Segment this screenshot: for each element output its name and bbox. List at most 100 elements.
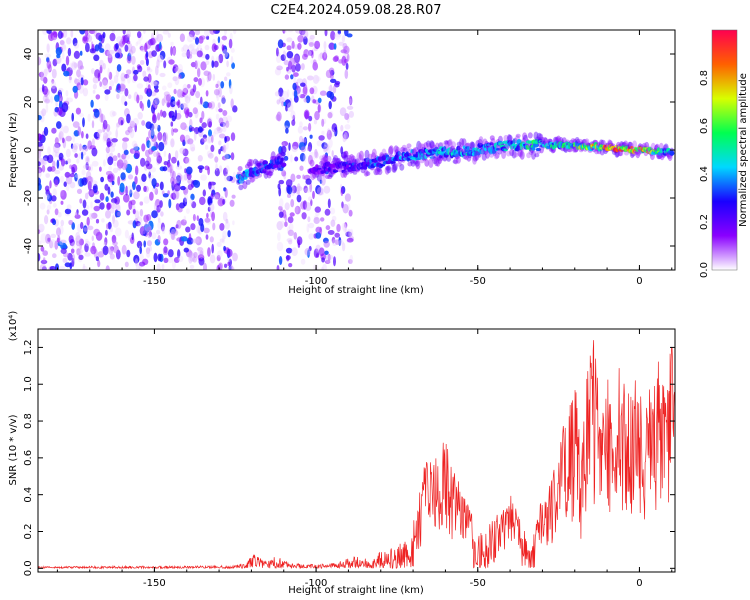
noise-speckle (285, 104, 289, 112)
noise-speckle (280, 54, 286, 61)
noise-speckle (218, 53, 224, 64)
noise-speckle (286, 238, 293, 243)
signal-halo (650, 142, 656, 151)
noise-speckle (283, 155, 289, 161)
noise-speckle (344, 226, 348, 236)
noise-speckle (85, 133, 89, 139)
noise-speckle (204, 217, 211, 223)
noise-speckle (345, 62, 349, 70)
noise-speckle (38, 240, 42, 246)
noise-speckle (323, 41, 327, 50)
noise-speckle (207, 206, 211, 212)
noise-speckle (176, 89, 183, 98)
signal-core (365, 157, 370, 163)
noise-speckle (116, 93, 120, 100)
signal-halo (392, 162, 398, 171)
noise-speckle (54, 94, 60, 103)
snr-series-group (38, 340, 675, 570)
noise-speckle (194, 60, 201, 70)
noise-speckle (83, 227, 88, 232)
noise-speckle (134, 210, 140, 220)
noise-speckle (222, 230, 227, 240)
noise-speckle (52, 149, 58, 158)
noise-speckle (84, 238, 89, 244)
noise-speckle (43, 126, 49, 136)
noise-speckle (213, 60, 219, 68)
noise-speckle (47, 146, 51, 155)
signal-core (256, 162, 262, 167)
noise-speckle (75, 107, 81, 115)
noise-speckle (117, 165, 122, 171)
noise-speckle (293, 55, 300, 65)
noise-speckle (186, 166, 193, 175)
noise-speckle (327, 253, 331, 261)
noise-speckle (57, 211, 62, 218)
noise-speckle (308, 233, 315, 240)
noise-speckle (156, 150, 160, 160)
noise-speckle (286, 151, 290, 158)
noise-speckle (64, 171, 71, 178)
noise-speckle (171, 127, 174, 136)
noise-speckle (151, 104, 156, 114)
noise-speckle (309, 182, 313, 193)
signal-halo (455, 156, 461, 164)
noise-speckle (324, 208, 331, 216)
noise-speckle (210, 144, 215, 152)
noise-speckle (120, 72, 126, 82)
noise-speckle (145, 163, 153, 170)
noise-speckle (190, 193, 195, 201)
noise-speckle (343, 132, 348, 141)
signal-halo (247, 158, 253, 169)
signal-halo (280, 158, 286, 164)
noise-speckle (184, 193, 188, 203)
noise-speckle (97, 129, 103, 134)
noise-speckle (73, 145, 78, 150)
noise-speckle (92, 89, 96, 94)
noise-speckle (102, 245, 109, 256)
noise-speckle (204, 165, 210, 171)
noise-speckle (331, 123, 338, 133)
noise-speckle (215, 83, 219, 89)
noise-speckle (299, 152, 306, 162)
noise-speckle (303, 97, 308, 103)
noise-speckle (142, 230, 147, 237)
noise-speckle (276, 99, 281, 105)
noise-speckle (222, 198, 226, 205)
noise-speckle (47, 237, 51, 242)
noise-speckle (302, 174, 305, 180)
noise-speckle (143, 76, 149, 82)
noise-speckle (86, 205, 90, 210)
noise-speckle (323, 49, 327, 59)
noise-speckle (162, 193, 169, 198)
noise-speckle (314, 148, 318, 158)
noise-speckle (50, 239, 56, 248)
noise-speckle (104, 49, 110, 57)
noise-speckle (292, 141, 299, 150)
noise-speckle (279, 198, 284, 208)
noise-speckle (336, 223, 341, 233)
y-tick-label: 0.0 (23, 560, 34, 576)
noise-speckle (38, 229, 41, 235)
noise-speckle (343, 150, 349, 158)
noise-speckle (221, 235, 226, 244)
noise-speckle (297, 87, 302, 98)
noise-speckle (81, 169, 86, 176)
noise-speckle (113, 162, 117, 167)
noise-speckle (55, 47, 62, 56)
noise-speckle (317, 53, 322, 61)
noise-speckle (122, 137, 129, 142)
noise-speckle (63, 181, 67, 187)
noise-speckle (327, 230, 335, 235)
noise-speckle (168, 111, 172, 119)
noise-speckle (199, 117, 203, 124)
noise-speckle (89, 176, 94, 183)
spectrogram-noise-layer (38, 30, 355, 270)
noise-speckle (153, 84, 159, 90)
noise-speckle (193, 251, 198, 258)
noise-speckle (89, 164, 93, 172)
noise-speckle (199, 250, 204, 259)
noise-speckle (291, 64, 296, 73)
noise-speckle (115, 227, 122, 237)
signal-halo (409, 158, 415, 164)
signal-halo (342, 171, 348, 177)
